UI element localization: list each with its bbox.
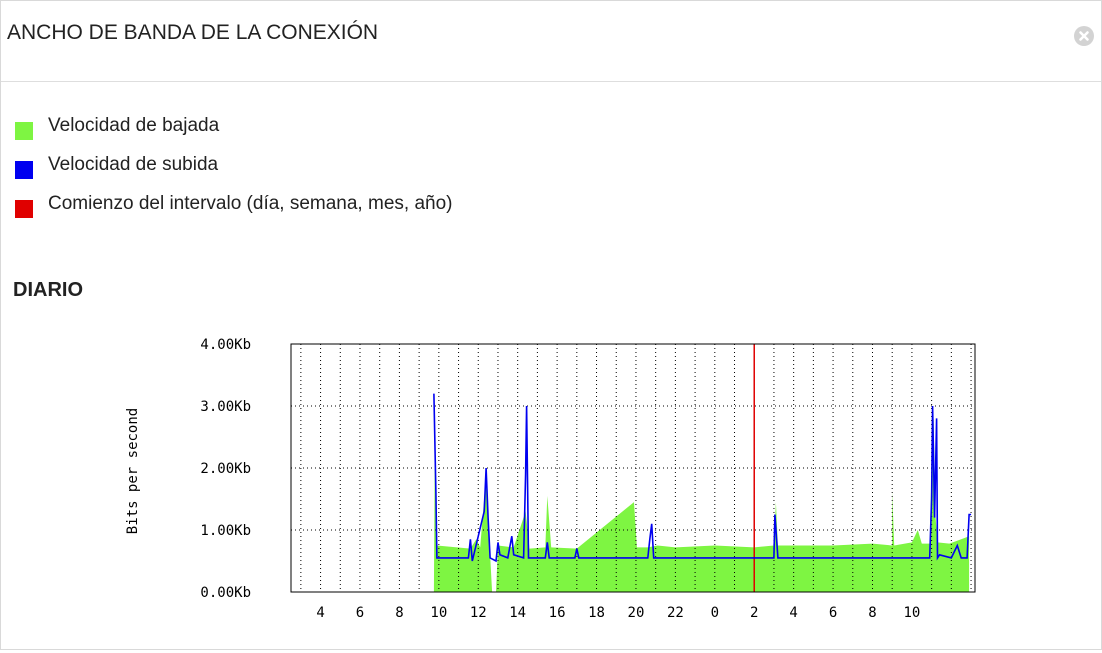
y-tick-label: 2.00Kb — [200, 461, 251, 477]
legend-label-interval-start: Comienzo del intervalo (día, semana, mes… — [48, 193, 453, 214]
section-title-daily: DIARIO — [13, 279, 83, 301]
x-tick-label: 4 — [789, 605, 797, 621]
x-tick-label: 6 — [356, 605, 364, 621]
y-tick-label: 1.00Kb — [200, 523, 251, 539]
series-download-area — [241, 418, 970, 592]
x-tick-label: 18 — [588, 605, 605, 621]
x-tick-label: 0 — [711, 605, 719, 621]
legend-swatch-interval-start — [15, 200, 33, 218]
plot-border — [290, 343, 976, 593]
legend-swatch-upload — [15, 161, 33, 179]
x-tick-label: 8 — [868, 605, 876, 621]
x-tick-label: 16 — [549, 605, 566, 621]
x-tick-label: 10 — [430, 605, 447, 621]
x-tick-label: 14 — [509, 605, 526, 621]
panel-header: ANCHO DE BANDA DE LA CONEXIÓN — [1, 1, 1101, 82]
x-tick-label: 8 — [395, 605, 403, 621]
y-tick-label: 0.00Kb — [200, 585, 251, 601]
y-tick-label: 3.00Kb — [200, 399, 251, 415]
series-upload-line — [433, 393, 972, 563]
x-tick-label: 20 — [628, 605, 645, 621]
legend-swatch-download — [15, 122, 33, 140]
x-tick-label: 6 — [829, 605, 837, 621]
x-tick-label: 4 — [316, 605, 324, 621]
legend-label-download: Velocidad de bajada — [48, 115, 220, 136]
close-circle-icon[interactable] — [1074, 26, 1094, 46]
panel-title: ANCHO DE BANDA DE LA CONEXIÓN — [7, 21, 379, 44]
x-tick-label: 22 — [667, 605, 684, 621]
x-tick-label: 10 — [903, 605, 920, 621]
legend-label-upload: Velocidad de subida — [48, 154, 219, 175]
y-axis-label: Bits per second — [125, 408, 141, 534]
x-tick-label: 12 — [470, 605, 487, 621]
x-tick-label: 2 — [750, 605, 758, 621]
y-tick-label: 4.00Kb — [200, 337, 251, 353]
